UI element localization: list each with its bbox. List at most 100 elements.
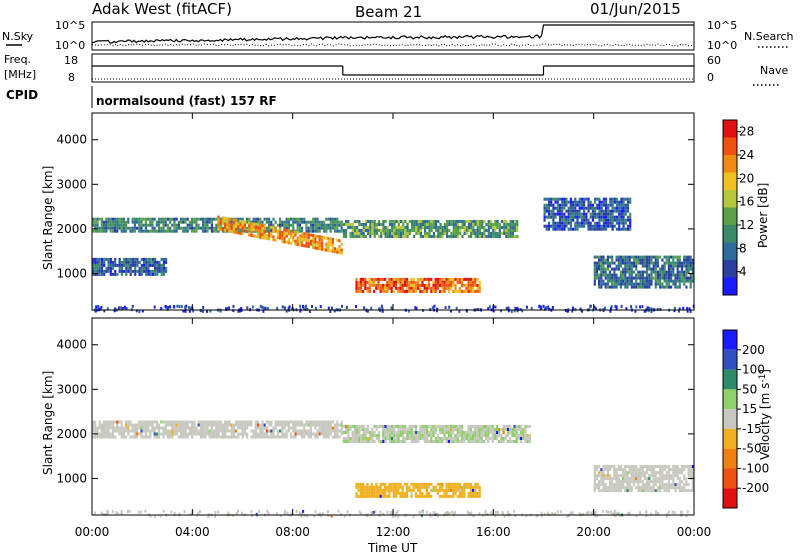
heatmap-cell — [452, 229, 455, 232]
heatmap-cell — [323, 423, 326, 427]
heatmap-cell — [263, 217, 266, 221]
heatmap-cell — [484, 510, 487, 513]
heatmap-cell — [691, 276, 694, 280]
heatmap-cell — [507, 229, 510, 232]
heatmap-cell — [608, 477, 612, 481]
heatmap-cell — [600, 276, 603, 280]
heatmap-cell — [147, 223, 150, 227]
heatmap-cell — [327, 243, 330, 246]
heatmap-cell — [388, 220, 392, 223]
heatmap-cell — [500, 437, 503, 440]
heatmap-cell — [463, 289, 466, 293]
heatmap-cell — [446, 229, 449, 232]
y-tick-label: 2000 — [56, 222, 87, 236]
heatmap-cell — [494, 514, 497, 518]
heatmap-cell — [133, 226, 136, 230]
heatmap-cell — [452, 482, 455, 486]
heatmap-cell — [665, 514, 668, 518]
heatmap-cell — [131, 229, 134, 233]
heatmap-cell — [515, 434, 518, 437]
heatmap-cell — [96, 226, 99, 230]
heatmap-cell — [114, 426, 117, 430]
heatmap-cell — [643, 471, 646, 475]
heatmap-cell — [432, 232, 435, 235]
heatmap-cell — [116, 423, 119, 427]
heatmap-cell — [129, 260, 132, 264]
heatmap-cell — [436, 307, 439, 311]
heatmap-cell — [199, 432, 202, 436]
heatmap-cell — [589, 215, 592, 219]
heatmap-cell — [419, 226, 422, 229]
heatmap-cell — [160, 263, 163, 267]
heatmap-cell — [186, 226, 189, 230]
heatmap-cell — [381, 491, 384, 495]
heatmap-cell — [596, 221, 599, 225]
heatmap-cell — [127, 226, 130, 230]
heatmap-cell — [138, 220, 141, 224]
heatmap-cell — [314, 237, 317, 241]
heatmap-cell — [294, 230, 297, 234]
heatmap-cell — [325, 226, 328, 230]
heatmap-cell — [423, 437, 426, 440]
heatmap-cell — [261, 230, 264, 234]
heatmap-cell — [648, 489, 651, 493]
heatmap-cell — [511, 431, 514, 434]
heatmap-cell — [678, 477, 681, 481]
heatmap-cell — [685, 285, 688, 289]
heatmap-cell — [458, 277, 461, 281]
heatmap-cell — [116, 426, 119, 430]
heatmap-cell — [292, 217, 295, 221]
x-axis-label: Time UT — [367, 541, 418, 554]
heatmap-cell — [364, 440, 367, 443]
heatmap-cell — [287, 232, 290, 236]
heatmap-cell — [454, 482, 457, 486]
heatmap-cell — [232, 423, 235, 427]
heatmap-cell — [421, 283, 424, 287]
heatmap-cell — [607, 206, 610, 210]
heatmap-cell — [237, 435, 240, 439]
heatmap-cell — [235, 231, 238, 234]
heatmap-cell — [202, 435, 205, 439]
heatmap-cell — [309, 426, 312, 430]
heatmap-cell — [114, 223, 117, 227]
heatmap-cell — [469, 494, 472, 498]
heatmap-cell — [550, 200, 553, 204]
velocity-heatmap — [92, 420, 694, 518]
heatmap-cell — [92, 263, 95, 267]
heatmap-cell — [450, 220, 453, 223]
heatmap-cell — [318, 226, 321, 230]
heatmap-cell — [116, 272, 119, 276]
heatmap-cell — [485, 229, 488, 232]
heatmap-cell — [193, 426, 196, 430]
heatmap-cell — [263, 233, 266, 237]
heatmap-cell — [202, 223, 205, 227]
heatmap-cell — [190, 307, 193, 311]
heatmap-cell — [663, 255, 666, 259]
heatmap-cell — [257, 435, 260, 439]
heatmap-cell — [496, 428, 499, 431]
heatmap-cell — [595, 486, 598, 490]
heatmap-cell — [617, 276, 620, 280]
heatmap-cell — [318, 423, 321, 427]
heatmap-cell — [232, 221, 235, 225]
heatmap-cell — [147, 229, 150, 233]
heatmap-cell — [667, 465, 670, 469]
heatmap-cell — [290, 235, 293, 239]
heatmap-cell — [98, 435, 101, 439]
heatmap-cell — [637, 474, 640, 478]
heatmap-cell — [391, 226, 394, 229]
heatmap-cell — [281, 432, 284, 436]
heatmap-cell — [659, 270, 662, 274]
heatmap-cell — [505, 232, 508, 235]
heatmap-cell — [133, 223, 136, 227]
heatmap-cell — [131, 423, 134, 427]
heatmap-cell — [617, 465, 620, 469]
heatmap-cell — [619, 261, 622, 265]
heatmap-cell — [248, 224, 251, 228]
heatmap-cell — [241, 426, 244, 430]
heatmap-cell — [617, 282, 620, 286]
heatmap-cell — [436, 488, 439, 492]
heatmap-cell — [173, 226, 176, 230]
heatmap-cell — [235, 511, 238, 515]
heatmap-cell — [120, 260, 123, 264]
